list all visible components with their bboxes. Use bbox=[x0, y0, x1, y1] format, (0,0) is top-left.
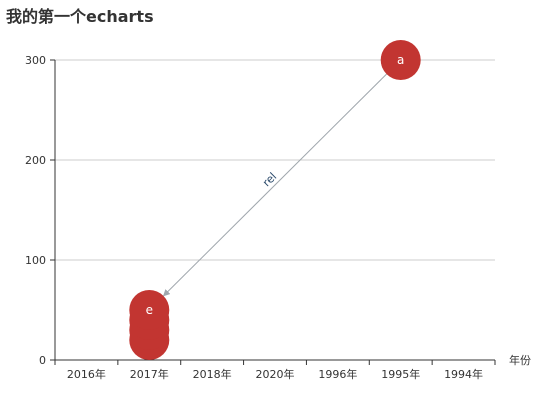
y-tick-label: 300 bbox=[25, 54, 46, 67]
x-axis-name: 年份 bbox=[509, 353, 531, 367]
node-label: e bbox=[146, 303, 153, 317]
x-tick-label: 1995年 bbox=[381, 367, 420, 381]
x-tick-label: 1996年 bbox=[318, 367, 357, 381]
x-tick-label: 2017年 bbox=[130, 367, 169, 381]
x-tick-label: 1994年 bbox=[444, 367, 483, 381]
y-tick-label: 200 bbox=[25, 154, 46, 167]
chart-title: 我的第一个echarts bbox=[6, 7, 154, 26]
node-label: a bbox=[397, 53, 404, 67]
edge-label: rel bbox=[260, 170, 279, 189]
edge-line bbox=[162, 73, 387, 297]
y-tick-label: 0 bbox=[39, 354, 46, 367]
x-tick-label: 2020年 bbox=[256, 367, 295, 381]
graph-node bbox=[129, 290, 170, 330]
graph-node bbox=[380, 40, 421, 80]
y-tick-label: 100 bbox=[25, 254, 46, 267]
x-tick-label: 2018年 bbox=[193, 367, 232, 381]
x-tick-label: 2016年 bbox=[67, 367, 106, 381]
